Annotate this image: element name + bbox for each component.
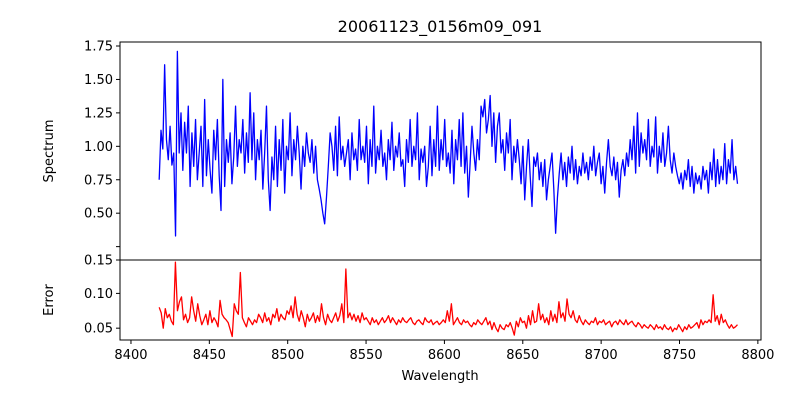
- spectrum-line: [158, 50, 739, 237]
- spectrum-y-ticks: 0.15 0.50 0.75 1.00 1.25 1.50 1.75: [84, 40, 120, 269]
- error-y-tick-label: 0.10: [84, 287, 113, 302]
- x-tick-label: 8400: [114, 348, 147, 363]
- spectrum-y-tick-label: 1.75: [84, 40, 113, 55]
- spectrum-y-tick-label: 1.00: [84, 140, 113, 155]
- x-axis-label: Wavelength: [401, 369, 478, 384]
- error-panel: 0.050.10 Error 8400 8450 8500 8550 8600 8650 8…: [42, 259, 774, 384]
- spectrum-y-tick-label: 1.25: [84, 106, 113, 121]
- error-plot-frame: [119, 259, 762, 341]
- x-axis-ticks: 8400 8450 8500 8550 8600 8650 8700 8750 8800: [114, 340, 774, 363]
- x-tick-label: 8600: [428, 348, 461, 363]
- spectrum-y-tick-label: 0.50: [84, 207, 113, 222]
- x-tick-label: 8450: [193, 348, 226, 363]
- error-y-axis-label: Error: [42, 284, 57, 316]
- x-tick-label: 8550: [350, 348, 383, 363]
- spectrum-y-tick-label: 0.75: [84, 173, 113, 188]
- error-y-tick-label: 0.05: [84, 322, 113, 337]
- error-line: [158, 261, 738, 338]
- chart-title: 20061123_0156m09_091: [338, 17, 543, 37]
- spectrum-panel: 0.15 0.50 0.75 1.00 1.25 1.50 1.75 Spectrum: [42, 40, 762, 269]
- error-y-ticks: 0.05 0.10: [84, 287, 120, 337]
- spectrum-y-tick-label: 0.15: [84, 254, 113, 269]
- x-tick-label: 8750: [663, 348, 696, 363]
- x-tick-label: 8650: [506, 348, 539, 363]
- x-tick-label: 8800: [741, 348, 774, 363]
- spectrum-y-axis-label: Spectrum: [42, 120, 57, 183]
- x-tick-label: 8700: [585, 348, 618, 363]
- spectrum-y-tick-label: 1.50: [84, 73, 113, 88]
- x-tick-label: 8500: [271, 348, 304, 363]
